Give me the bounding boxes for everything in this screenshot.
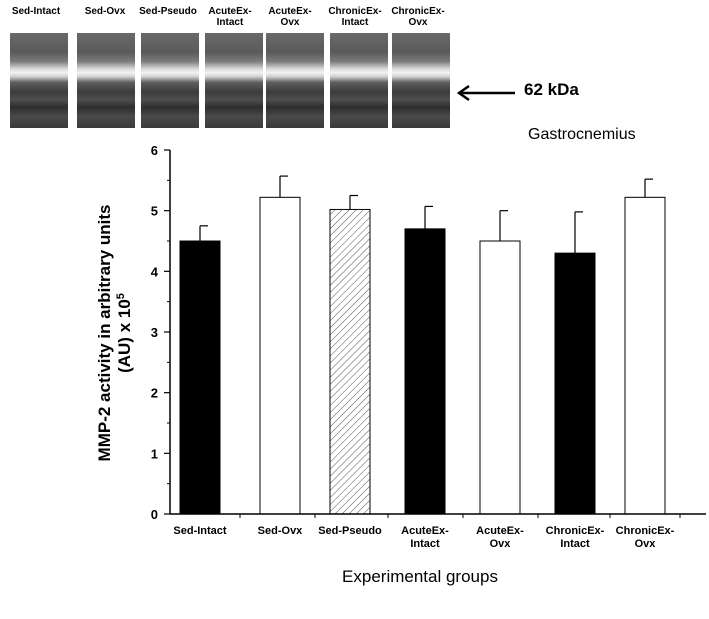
blot-lane: [10, 33, 68, 128]
y-tick-label: 5: [151, 204, 158, 219]
y-tick-label: 4: [151, 264, 159, 279]
marker-arrow-icon: [456, 84, 515, 102]
blot-lane-label: Sed-Pseudo: [139, 6, 197, 17]
blot-lane: [141, 33, 199, 128]
chart-subtitle: Gastrocnemius: [528, 126, 636, 143]
x-tick-label: Sed-Ovx: [258, 525, 304, 537]
x-tick-label: AcuteEx-: [401, 525, 449, 537]
bar: [624, 196, 666, 515]
blot-lane: [392, 33, 450, 128]
blot-lane: [266, 33, 324, 128]
bar: [259, 196, 301, 515]
x-tick-label: AcuteEx-: [476, 525, 524, 537]
blot-lane-label: AcuteEx- Ovx: [268, 6, 312, 28]
x-tick-label: Ovx: [490, 538, 512, 550]
y-tick-label: 6: [151, 143, 158, 158]
x-tick-label: Sed-Pseudo: [318, 525, 382, 537]
x-axis-label: Experimental groups: [342, 567, 498, 586]
y-tick-label: 0: [151, 507, 158, 522]
y-axis-label-exponent: 5: [115, 293, 127, 299]
y-axis-label-units-text: (AU) x 10: [115, 299, 134, 373]
x-tick-label: Intact: [410, 538, 440, 550]
bar: [479, 240, 521, 515]
blot-lane: [330, 33, 388, 128]
marker-label: 62 kDa: [524, 80, 579, 99]
blot-lane: [77, 33, 135, 128]
y-tick-label: 3: [151, 325, 158, 340]
bar: [554, 252, 596, 515]
blot-lane-label: ChronicEx- Ovx: [391, 6, 445, 28]
x-tick-label: ChronicEx-: [616, 525, 675, 537]
blot-lane-label: ChronicEx- Intact: [328, 6, 382, 28]
y-tick-label: 2: [151, 386, 158, 401]
blot-lane-label: AcuteEx- Intact: [208, 6, 252, 28]
y-tick-label: 1: [151, 446, 158, 461]
y-axis-label: MMP-2 activity in arbitrary units: [95, 205, 114, 462]
x-tick-label: ChronicEx-: [546, 525, 605, 537]
x-tick-label: Sed-Intact: [173, 525, 227, 537]
blot-lane-label: Sed-Intact: [11, 6, 61, 17]
blot-lane-label: Sed-Ovx: [84, 6, 126, 17]
y-axis-label-units: (AU) x 105: [115, 293, 134, 373]
blot-lane: [205, 33, 263, 128]
x-tick-label: Ovx: [635, 538, 657, 550]
x-tick-label: Intact: [560, 538, 590, 550]
bar: [329, 208, 371, 515]
bar: [404, 228, 446, 515]
bar: [179, 240, 221, 515]
